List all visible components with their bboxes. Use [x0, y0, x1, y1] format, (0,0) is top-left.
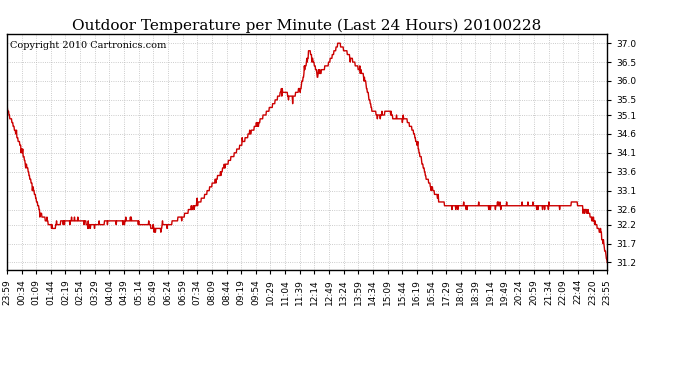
Title: Outdoor Temperature per Minute (Last 24 Hours) 20100228: Outdoor Temperature per Minute (Last 24 … — [72, 18, 542, 33]
Text: Copyright 2010 Cartronics.com: Copyright 2010 Cartronics.com — [10, 41, 166, 50]
